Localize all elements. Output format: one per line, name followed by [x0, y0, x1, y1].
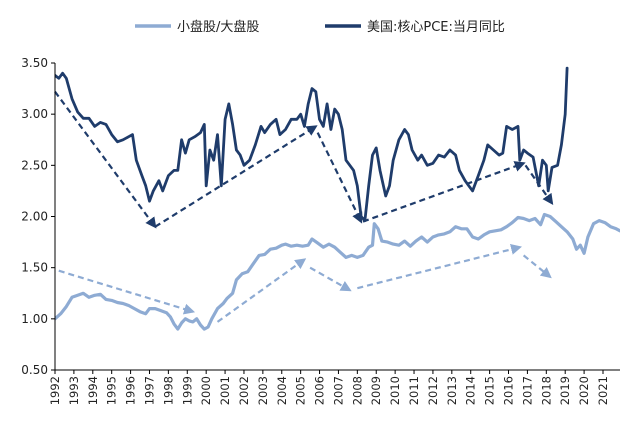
trend-arrow — [362, 161, 526, 223]
x-tick-label: 2013 — [445, 376, 459, 405]
x-tick-label: 1994 — [86, 376, 100, 405]
trend-arrow — [316, 132, 363, 224]
x-tick-label: 2005 — [294, 376, 308, 405]
x-tick-label: 2011 — [407, 376, 421, 405]
x-tick-label: 1998 — [161, 376, 175, 405]
y-tick-label: 3.00 — [21, 107, 48, 121]
x-tick-label: 2009 — [369, 376, 383, 405]
legend-label-1: 美国:核心PCE:当月同比 — [367, 20, 505, 35]
x-tick-label: 2014 — [464, 376, 478, 405]
y-tick-label: 3.50 — [21, 56, 48, 70]
x-tick-label: 2004 — [275, 376, 289, 405]
series-line-0 — [55, 212, 620, 331]
y-tick-label: 1.50 — [21, 261, 48, 275]
x-tick-label: 1999 — [180, 376, 194, 405]
x-tick-label: 2015 — [483, 376, 497, 405]
x-tick-label: 2012 — [426, 376, 440, 405]
y-tick-label: 1.00 — [21, 312, 48, 326]
x-tick-label: 2006 — [313, 376, 327, 405]
trend-arrow — [309, 266, 352, 292]
series-lines — [55, 66, 620, 331]
y-tick-label: 0.50 — [21, 363, 48, 377]
x-tick-label: 2017 — [520, 376, 534, 405]
x-tick-label: 1996 — [124, 376, 138, 405]
trend-arrow — [58, 269, 196, 315]
legend: 小盘股/大盘股 美国:核心PCE:当月同比 — [135, 19, 505, 35]
x-tick-label: 2003 — [256, 376, 270, 405]
x-tick-label: 2001 — [218, 376, 232, 405]
trend-arrow — [154, 125, 318, 228]
series-line-1 — [55, 66, 569, 222]
x-tick-label: 2008 — [350, 376, 364, 405]
x-tick-label: 2002 — [237, 376, 251, 405]
x-tick-label: 2018 — [539, 376, 553, 405]
x-tick-label: 2000 — [199, 376, 213, 405]
x-tick-label: 1992 — [48, 376, 62, 405]
legend-label-0: 小盘股/大盘股 — [177, 19, 259, 35]
x-tick-label: 2010 — [388, 376, 402, 405]
x-tick-label: 2016 — [502, 376, 516, 405]
y-tick-label: 2.50 — [21, 158, 48, 172]
x-tick-label: 1993 — [67, 376, 81, 405]
x-tick-label: 2020 — [577, 376, 591, 405]
axes: 0.50 1.00 1.50 2.00 2.50 3.00 3.50 1992 1993 1994… — [21, 56, 620, 405]
trend-arrow — [216, 258, 307, 323]
x-tick-label: 2021 — [596, 376, 610, 405]
trend-arrow — [54, 90, 157, 229]
x-tick-label: 1995 — [105, 376, 119, 405]
x-tick-label: 2019 — [558, 376, 572, 405]
y-tick-label: 2.00 — [21, 210, 48, 224]
x-tick-label: 1997 — [142, 376, 156, 405]
trend-arrow — [522, 254, 552, 279]
x-tick-label: 2007 — [331, 376, 345, 405]
trend-arrow — [357, 244, 522, 290]
